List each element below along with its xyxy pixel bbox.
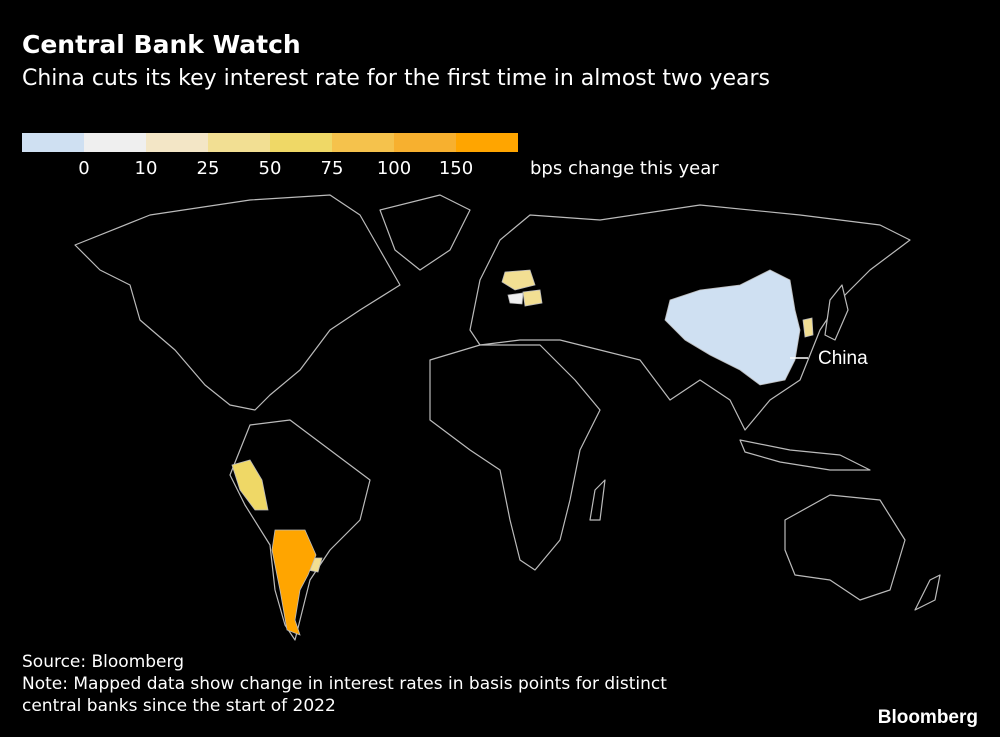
color-legend xyxy=(22,133,518,152)
figure-subtitle: China cuts its key interest rate for the… xyxy=(22,66,770,91)
greenland xyxy=(379,194,471,271)
north-america xyxy=(74,194,401,411)
legend-swatch xyxy=(456,133,518,152)
legend-swatch xyxy=(332,133,394,152)
region-argentina xyxy=(271,529,317,636)
figure-title: Central Bank Watch xyxy=(22,30,301,59)
legend-tick: 150 xyxy=(438,158,474,179)
source-text: Source: Bloomberg xyxy=(22,652,184,672)
china-label: China xyxy=(818,348,868,369)
region-poland xyxy=(501,269,536,291)
note-line-1: Note: Mapped data show change in interes… xyxy=(22,674,667,694)
africa xyxy=(429,344,601,571)
legend-unit-label: bps change this year xyxy=(530,158,719,179)
australia xyxy=(784,494,906,601)
region-south-korea xyxy=(802,317,814,338)
legend-swatch xyxy=(394,133,456,152)
legend-swatch xyxy=(270,133,332,152)
legend-tick: 75 xyxy=(320,158,344,179)
legend-swatch xyxy=(208,133,270,152)
region-hungary xyxy=(507,292,524,305)
bloomberg-logo: Bloomberg xyxy=(877,707,978,728)
indonesia xyxy=(739,439,871,471)
legend-swatch xyxy=(146,133,208,152)
region-china xyxy=(664,269,801,386)
japan xyxy=(824,284,849,341)
legend-swatch xyxy=(84,133,146,152)
legend-tick: 25 xyxy=(196,158,220,179)
madagascar xyxy=(589,479,606,521)
legend-swatch xyxy=(22,133,84,152)
legend-tick: 100 xyxy=(376,158,412,179)
new-zealand xyxy=(914,574,941,611)
legend-tick: 10 xyxy=(134,158,158,179)
note-line-2: central banks since the start of 2022 xyxy=(22,696,336,716)
region-peru xyxy=(231,459,269,511)
legend-tick: 0 xyxy=(78,158,90,179)
legend-tick: 50 xyxy=(258,158,282,179)
region-romania xyxy=(522,289,543,307)
